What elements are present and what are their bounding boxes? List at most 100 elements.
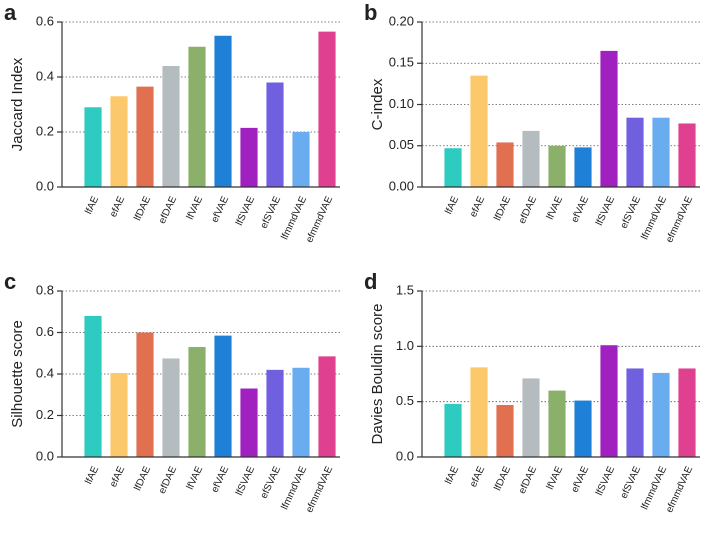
bar bbox=[110, 96, 128, 187]
bar bbox=[678, 123, 696, 187]
bar bbox=[678, 368, 696, 457]
bar bbox=[652, 372, 670, 457]
x-tick-label: efDAE bbox=[157, 194, 179, 225]
x-tick-label: efSVAE bbox=[259, 464, 284, 500]
x-tick-label: efAE bbox=[468, 464, 487, 489]
y-tick-label: 0.0 bbox=[36, 448, 54, 463]
y-tick-label: 0.5 bbox=[396, 393, 414, 408]
bar bbox=[266, 82, 284, 187]
bar bbox=[240, 127, 258, 187]
x-tick-label: lfmmdVAE bbox=[639, 194, 669, 241]
x-tick-label: lfmmdVAE bbox=[279, 464, 309, 511]
x-tick-label: lfSVAE bbox=[234, 464, 257, 497]
x-tick-label: efAE bbox=[468, 194, 487, 219]
x-tick-label: efAE bbox=[108, 194, 127, 219]
y-tick-label: 0.2 bbox=[36, 407, 54, 422]
bar bbox=[444, 148, 462, 187]
x-tick-label: lfAE bbox=[83, 194, 101, 216]
x-tick-label: lfDAE bbox=[492, 194, 513, 222]
x-tick-label: lfAE bbox=[83, 464, 101, 486]
bar bbox=[496, 404, 514, 457]
x-tick-label: lfDAE bbox=[492, 464, 513, 492]
bar bbox=[136, 332, 154, 457]
y-tick-label: 0.15 bbox=[389, 55, 414, 70]
y-axis-title: Jaccard Index bbox=[9, 57, 26, 151]
bar bbox=[162, 66, 180, 187]
x-tick-label: lfSVAE bbox=[594, 194, 617, 227]
bar bbox=[548, 145, 566, 187]
y-tick-label: 1.5 bbox=[396, 282, 414, 297]
bar bbox=[136, 86, 154, 187]
bar bbox=[214, 35, 232, 187]
x-tick-label: efmmdVAE bbox=[664, 464, 695, 514]
bar bbox=[84, 107, 102, 187]
x-tick-label: efVAE bbox=[209, 464, 231, 494]
panel-letter: d bbox=[364, 269, 377, 294]
panel-letter: b bbox=[364, 0, 377, 25]
x-tick-label: efAE bbox=[108, 464, 127, 489]
x-tick-label: efSVAE bbox=[619, 194, 644, 230]
x-tick-label: efDAE bbox=[157, 464, 179, 495]
bar bbox=[292, 132, 310, 187]
x-tick-label: efVAE bbox=[569, 194, 591, 224]
bar bbox=[318, 356, 336, 457]
y-tick-label: 0.4 bbox=[36, 365, 54, 380]
bar bbox=[162, 358, 180, 457]
y-tick-label: 0.8 bbox=[36, 282, 54, 297]
y-tick-label: 0.2 bbox=[36, 123, 54, 138]
y-axis-title: C-index bbox=[369, 78, 386, 130]
bar bbox=[318, 31, 336, 187]
x-tick-label: lfmmdVAE bbox=[279, 194, 309, 241]
bar bbox=[240, 388, 258, 457]
bar bbox=[574, 400, 592, 457]
x-tick-label: efDAE bbox=[517, 194, 539, 225]
bar bbox=[496, 142, 514, 187]
x-tick-label: efVAE bbox=[209, 194, 231, 224]
bar bbox=[574, 147, 592, 187]
x-tick-label: lfAE bbox=[443, 194, 461, 216]
panel-letter: c bbox=[4, 269, 16, 294]
y-axis-title: Silhouette score bbox=[9, 320, 26, 428]
x-tick-label: efDAE bbox=[517, 464, 539, 495]
bar bbox=[110, 372, 128, 457]
bar bbox=[626, 368, 644, 457]
x-tick-label: efmmdVAE bbox=[304, 464, 335, 514]
bar bbox=[470, 367, 488, 457]
bar bbox=[522, 130, 540, 187]
bar bbox=[266, 369, 284, 457]
x-tick-label: lfVAE bbox=[185, 194, 205, 221]
x-tick-label: lfmmdVAE bbox=[639, 464, 669, 511]
x-tick-label: efmmdVAE bbox=[304, 194, 335, 244]
x-tick-label: efSVAE bbox=[619, 464, 644, 500]
x-tick-label: lfSVAE bbox=[594, 464, 617, 497]
bar bbox=[600, 345, 618, 457]
bar bbox=[444, 403, 462, 457]
bar bbox=[600, 50, 618, 187]
y-tick-label: 0.20 bbox=[389, 13, 414, 28]
x-tick-label: lfVAE bbox=[545, 464, 565, 491]
x-tick-label: lfDAE bbox=[132, 194, 153, 222]
bar bbox=[84, 315, 102, 457]
x-tick-label: lfSVAE bbox=[234, 194, 257, 227]
x-tick-label: lfVAE bbox=[545, 194, 565, 221]
y-tick-label: 0.10 bbox=[389, 96, 414, 111]
y-tick-label: 1.0 bbox=[396, 338, 414, 353]
y-tick-label: 0.4 bbox=[36, 68, 54, 83]
bar bbox=[292, 367, 310, 457]
bar bbox=[188, 46, 206, 187]
x-tick-label: lfVAE bbox=[185, 464, 205, 491]
y-axis-title: Davies Bouldin score bbox=[369, 304, 386, 445]
y-tick-label: 0.6 bbox=[36, 324, 54, 339]
x-tick-label: efSVAE bbox=[259, 194, 284, 230]
y-tick-label: 0.6 bbox=[36, 13, 54, 28]
x-tick-label: efmmdVAE bbox=[664, 194, 695, 244]
panel-letter: a bbox=[4, 0, 17, 25]
y-tick-label: 0.05 bbox=[389, 137, 414, 152]
bar bbox=[214, 335, 232, 457]
bar bbox=[522, 378, 540, 457]
x-tick-label: lfDAE bbox=[132, 464, 153, 492]
bar bbox=[626, 117, 644, 187]
bar bbox=[188, 347, 206, 457]
y-tick-label: 0.0 bbox=[396, 448, 414, 463]
